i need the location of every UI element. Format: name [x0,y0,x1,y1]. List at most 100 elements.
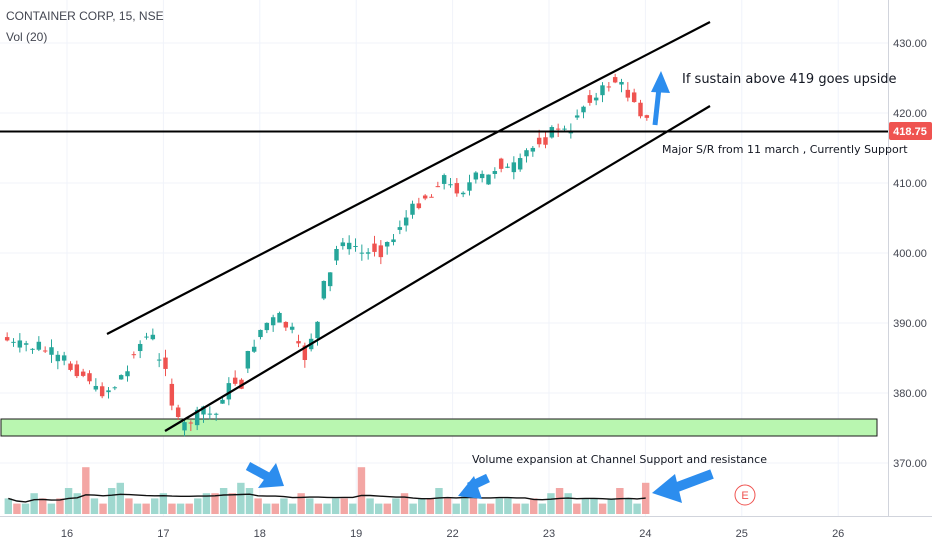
earnings-marker-icon[interactable] [734,484,756,506]
candle-body [612,77,618,83]
candle-body [644,115,650,118]
candle-body [175,407,181,418]
price-axis: 430.00 420.00 410.00 400.00 390.00 380.00 370.… [893,38,927,470]
candle-body [505,166,510,168]
price-tick-label: 400.00 [893,248,927,260]
volume-note[interactable]: Volume expansion at Channel Support and … [472,453,767,466]
volume-bar [21,503,30,514]
candle-body [384,241,390,247]
candle-body [163,357,168,369]
candle-body [498,158,504,169]
candle-body [486,174,491,185]
volume-bar [564,493,572,514]
candle-body [93,385,99,390]
volume-bar [530,498,538,514]
volume-bar [349,503,357,514]
candle-body [232,377,238,384]
current-price-badge [889,122,932,140]
earnings-marker-label: E [741,490,748,502]
time-tick-label: 18 [254,528,266,540]
up-arrow-icon[interactable] [651,71,670,126]
price-tick-label: 430.00 [893,38,927,50]
support-note[interactable]: Major S/R from 11 march , Currently Supp… [662,143,908,156]
volume-bar [409,503,417,514]
candle-body [68,363,73,370]
volume-bar [598,503,607,514]
candle-body [245,350,251,369]
support-zone[interactable] [0,418,878,437]
volume-bar [443,498,452,514]
candle-body [283,321,289,328]
candle-body [321,280,327,299]
price-tick-label: 380.00 [893,388,927,400]
arrow-icon-volume-left[interactable] [245,462,284,488]
candle-body [42,350,48,352]
arrow-icon-volume-right[interactable] [652,469,714,503]
candle-body [302,345,308,361]
volume-bar [133,503,142,514]
breakout-note[interactable]: If sustain above 419 goes upside [682,72,897,87]
volume-bar [538,503,547,514]
candle-body [264,322,270,331]
candle-body [258,329,263,338]
current-price-label: 418.75 [893,126,927,138]
candle-body [416,203,422,209]
volume-bar [555,488,564,514]
volume-bar [116,482,124,514]
price-tick-label: 420.00 [893,108,927,120]
volume-bar [194,498,202,514]
candle-body [574,115,580,118]
candle-body [340,242,346,247]
volume-bar [64,488,73,514]
volume-bar [452,503,460,514]
time-axis: 16 17 18 19 22 23 24 25 26 [61,528,844,540]
candle-body [530,147,536,152]
volume-bar [151,498,159,514]
symbol-title[interactable]: CONTAINER CORP, 15, NSE [6,9,164,23]
volume-bar [400,493,409,514]
volume-bar [607,498,615,514]
volume-bar [288,503,297,514]
candle-body [479,173,485,179]
candle-body [435,186,441,188]
volume-bar [4,498,13,514]
candle-body [372,243,377,252]
volume-bar [99,503,107,514]
candle-body [403,217,409,226]
volume-bar [263,503,271,514]
candle-body [378,245,384,258]
volume-bar [280,498,288,514]
candle-body [201,406,206,415]
candle-body [137,343,143,352]
candle-body [600,85,605,96]
candle-body [36,341,42,350]
volume-bar [82,467,90,514]
candle-body [593,97,599,101]
candle-body [410,203,415,215]
volume-bar [374,503,383,514]
candle-body [429,196,434,198]
candle-body [55,354,61,362]
arrow-icon-volume-mid[interactable] [458,473,490,499]
candle-body [353,245,358,247]
volume-bar [56,498,64,514]
candle-body [524,150,529,157]
channel-upper-line[interactable] [106,21,711,335]
volume-bar [47,503,56,514]
volume-bar [590,498,598,514]
candle-body [289,326,295,330]
volume-indicator-label[interactable]: Vol (20) [6,30,48,44]
channel-lower-line[interactable] [164,105,711,432]
candle-body [131,354,137,356]
candle-body [631,92,637,103]
candle-body [473,172,479,180]
candle-body [61,355,67,361]
candle-body [638,102,643,117]
volume-bar [245,488,254,514]
time-tick-label: 22 [446,528,458,540]
volume-bar [521,503,529,514]
volume-ma-line [8,493,646,503]
volume-bar [340,498,348,514]
candle-body [118,375,124,380]
